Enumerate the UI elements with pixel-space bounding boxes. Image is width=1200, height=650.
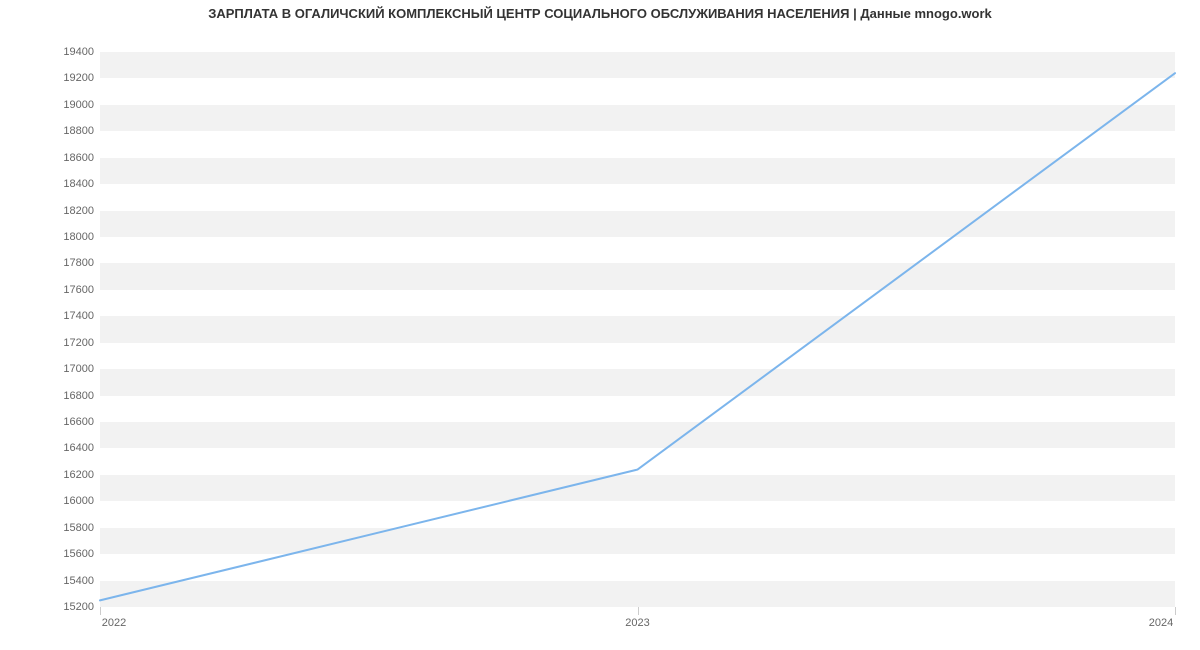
x-tick-label: 2022 [102, 617, 126, 629]
y-tick-label: 18600 [63, 152, 94, 164]
y-tick-label: 19400 [63, 46, 94, 58]
x-tick-mark [100, 607, 101, 615]
y-tick-label: 15400 [63, 575, 94, 587]
plot-area [100, 52, 1175, 607]
y-tick-label: 17000 [63, 363, 94, 375]
x-axis: 2022 2023 2024 [100, 607, 1175, 637]
salary-line-chart: ЗАРПЛАТА В ОГАЛИЧСКИЙ КОМПЛЕКСНЫЙ ЦЕНТР … [0, 0, 1200, 620]
x-tick-label: 2023 [625, 617, 649, 629]
x-tick-mark [638, 607, 639, 615]
y-tick-label: 17200 [63, 337, 94, 349]
y-tick-label: 18800 [63, 125, 94, 137]
x-tick-mark [1175, 607, 1176, 615]
y-tick-label: 17800 [63, 257, 94, 269]
y-tick-label: 19000 [63, 99, 94, 111]
y-axis: 1520015400156001580016000162001640016600… [0, 52, 100, 607]
y-tick-label: 15800 [63, 522, 94, 534]
y-tick-label: 15600 [63, 548, 94, 560]
y-tick-label: 19200 [63, 72, 94, 84]
y-tick-label: 18200 [63, 205, 94, 217]
y-tick-label: 16600 [63, 416, 94, 428]
y-tick-label: 16400 [63, 442, 94, 454]
y-tick-label: 16000 [63, 495, 94, 507]
y-tick-label: 15200 [63, 601, 94, 613]
y-tick-label: 16200 [63, 469, 94, 481]
y-tick-label: 16800 [63, 390, 94, 402]
y-tick-label: 18000 [63, 231, 94, 243]
series-line [100, 52, 1175, 607]
x-tick-label: 2024 [1149, 617, 1173, 629]
chart-title: ЗАРПЛАТА В ОГАЛИЧСКИЙ КОМПЛЕКСНЫЙ ЦЕНТР … [0, 6, 1200, 21]
y-tick-label: 17400 [63, 310, 94, 322]
y-tick-label: 18400 [63, 178, 94, 190]
y-tick-label: 17600 [63, 284, 94, 296]
